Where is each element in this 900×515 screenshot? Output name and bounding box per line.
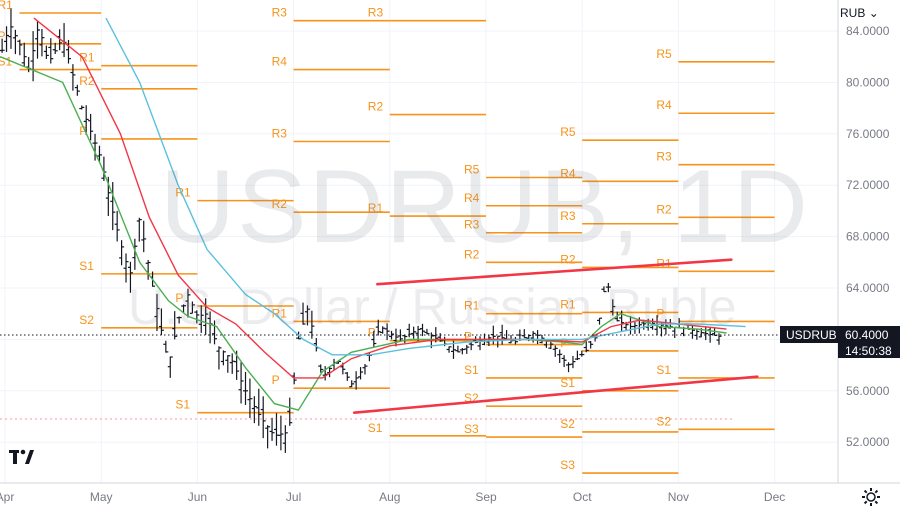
pivot-label: R4: [560, 166, 576, 180]
price-tick-label: 56.0000: [846, 384, 890, 398]
price-axis[interactable]: [838, 0, 900, 510]
pivot-label: R4: [272, 55, 288, 69]
time-tick-label: Jun: [188, 490, 207, 504]
pivot-label: R3: [272, 6, 288, 20]
time-axis[interactable]: [0, 483, 900, 510]
pivot-label: R2: [464, 247, 480, 261]
pivot-label: S1: [464, 363, 479, 377]
symbol-tag-label: USDRUB: [786, 328, 837, 342]
pivot-label: R2: [656, 202, 672, 216]
price-tick-label: 72.0000: [846, 178, 890, 192]
pivot-label: S1: [79, 259, 94, 273]
countdown-label: 14:50:38: [845, 344, 892, 358]
price-tick-label: 80.0000: [846, 75, 890, 89]
pivot-label: R5: [560, 125, 576, 139]
currency-selector[interactable]: RUB ⌄: [840, 6, 879, 20]
pivot-label: R1: [368, 201, 384, 215]
pivot-label: P: [175, 291, 183, 305]
pivot-label: S1: [560, 376, 575, 390]
channel-line: [352, 375, 759, 414]
pivot-label: S1: [656, 363, 671, 377]
gear-icon[interactable]: [860, 486, 882, 508]
pivot-label: P: [368, 326, 376, 340]
channel-line: [375, 258, 733, 286]
pivot-label: S3: [464, 422, 479, 436]
pivot-label: R1: [79, 51, 95, 65]
pivot-label: R3: [464, 218, 480, 232]
pivot-label: P: [656, 306, 664, 320]
moving-average-line: [0, 56, 727, 411]
time-tick-label: Dec: [764, 490, 785, 504]
moving-average-line: [105, 17, 746, 356]
time-tick-label: Aug: [379, 490, 400, 504]
moving-average-line: [33, 17, 727, 379]
pivot-label: P: [560, 336, 568, 350]
time-tick-label: Jul: [286, 490, 301, 504]
countdown-tag: [838, 343, 900, 358]
pivot-label: R2: [560, 252, 576, 266]
time-tick-label: Apr: [0, 490, 14, 504]
pivot-label: R3: [656, 150, 672, 164]
pivot-label: R1: [464, 299, 480, 313]
chevron-down-icon: ⌄: [868, 6, 879, 20]
candles: [0, 8, 722, 453]
time-tick-label: Sep: [475, 490, 497, 504]
grid-lines: [0, 0, 838, 483]
price-tick-label: 84.0000: [846, 24, 890, 38]
pivot-label: P: [79, 124, 87, 138]
channel-lines: [352, 258, 759, 414]
pivot-label: S3: [560, 458, 575, 472]
time-tick-label: Nov: [668, 490, 689, 504]
pivot-label: P: [0, 29, 5, 43]
pivot-label: S2: [560, 417, 575, 431]
pivot-label: P: [272, 373, 280, 387]
pivot-label: R5: [656, 47, 672, 61]
last-price-label: 60.4000: [845, 328, 889, 342]
pivot-label: S2: [79, 313, 94, 327]
currency-label: RUB: [840, 6, 866, 20]
moving-averages: [0, 17, 746, 411]
price-tick-label: 64.0000: [846, 281, 890, 295]
time-tick-label: May: [90, 490, 113, 504]
time-tick-label: Oct: [573, 490, 592, 504]
pivot-label: R4: [656, 98, 672, 112]
pivot-label: P: [464, 330, 472, 344]
price-tick-label: 76.0000: [846, 127, 890, 141]
pivot-label: R3: [560, 209, 576, 223]
pivot-label: R1: [560, 297, 576, 311]
price-tick-label: 68.0000: [846, 230, 890, 244]
pivot-label: S2: [656, 414, 671, 428]
pivot-label: R2: [272, 197, 288, 211]
pivot-label: S1: [368, 421, 383, 435]
pivot-label: R2: [79, 74, 95, 88]
pivot-label: S1: [175, 398, 190, 412]
watermark-subtitle: U.S. Dollar / Russian Ruble: [128, 279, 737, 335]
price-tick-labels: 84.0000 80.0000 76.0000 72.0000 68.0000 64.00…: [846, 24, 890, 449]
pivot-label: R1: [272, 306, 288, 320]
pivot-label: R5: [464, 162, 480, 176]
symbol-tag: [780, 326, 900, 343]
watermark-title: USDRUB, 1D: [160, 149, 810, 265]
price-tick-label: 52.0000: [846, 435, 890, 449]
pivot-label: R4: [464, 191, 480, 205]
time-tick-labels: Apr May Jun Jul Aug Sep Oct Nov Dec: [0, 490, 785, 504]
pivot-label: R3: [368, 6, 384, 20]
pivot-label: R1: [0, 0, 13, 12]
pivot-label: R3: [272, 127, 288, 141]
pivot-label: R2: [368, 100, 384, 114]
tradingview-logo-icon[interactable]: [8, 444, 38, 470]
